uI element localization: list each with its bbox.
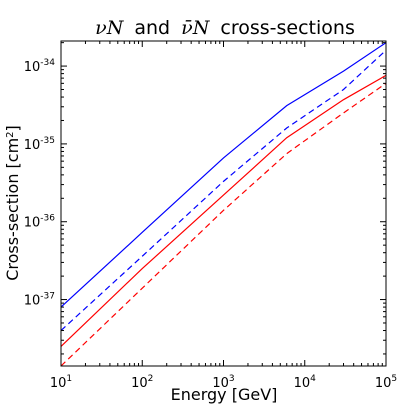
title-suffix: cross-sections xyxy=(220,17,354,39)
tick-layer: 101 102 103 104 105 10-37 10-36 10-35 10-34 xyxy=(24,41,397,391)
y-tick-label-2: 10-36 xyxy=(24,214,56,231)
y-tick-label-3: 10-35 xyxy=(24,136,55,153)
y-axis-label-close: ] xyxy=(3,125,22,131)
x-tick-label-4: 104 xyxy=(294,374,317,391)
y-tick-label-1: 10-37 xyxy=(24,292,55,309)
plot-frame xyxy=(60,40,387,367)
plot-area: 101 102 103 104 105 10-37 10-36 10-35 10-34 xyxy=(24,40,397,391)
x-tick-label-2: 102 xyxy=(131,374,153,391)
title-nu-n: νN xyxy=(95,17,125,39)
series-layer xyxy=(60,42,387,367)
series-line-4 xyxy=(60,82,387,367)
title-connector: and xyxy=(134,17,170,39)
x-tick-label-5: 105 xyxy=(375,374,397,391)
series-line-3 xyxy=(60,74,387,347)
title-nubar-n: ν̄N xyxy=(181,17,211,39)
x-tick-label-1: 101 xyxy=(50,374,72,391)
series-line-1 xyxy=(60,42,387,308)
y-axis-label: Cross-section [cm2] xyxy=(3,125,22,281)
y-axis-label-exponent: 2 xyxy=(5,131,16,137)
x-axis-label: Energy [GeV] xyxy=(171,385,278,404)
chart-title: νN and ν̄N cross-sections xyxy=(95,17,355,39)
x-tick-label-3: 103 xyxy=(212,374,234,391)
y-tick-label-4: 10-34 xyxy=(24,58,56,75)
series-line-2 xyxy=(60,49,387,331)
y-axis-label-main: Cross-section [cm xyxy=(3,138,22,281)
